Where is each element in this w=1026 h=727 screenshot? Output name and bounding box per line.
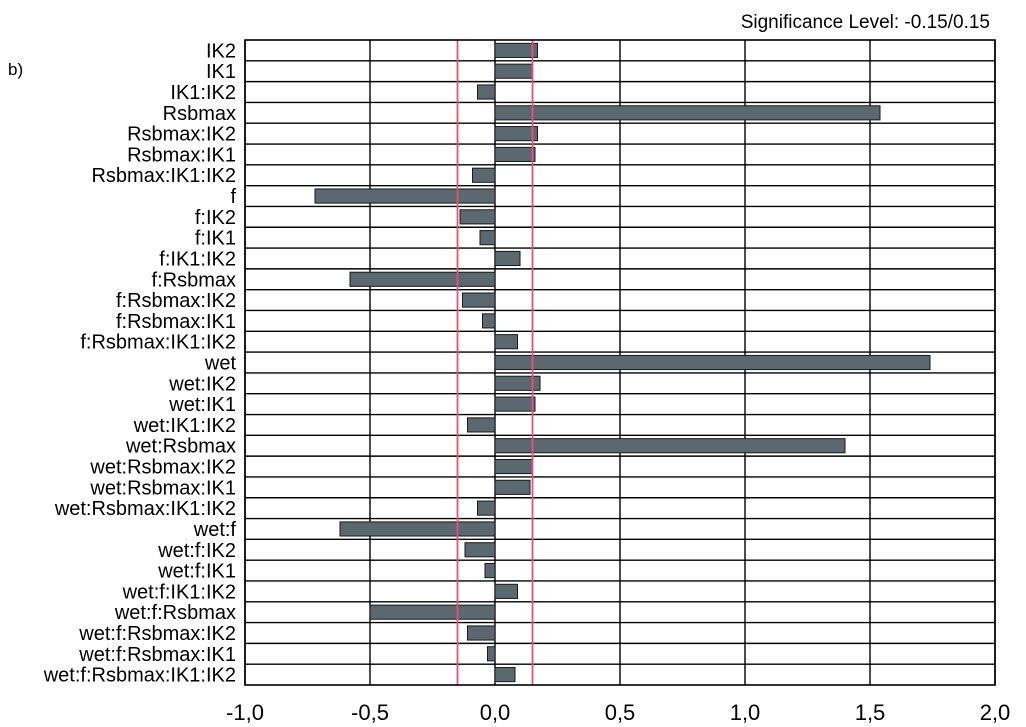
bar-rsbmax-ik1: [494, 146, 536, 163]
bar-wet-rsbmax-ik1: [494, 479, 531, 495]
category-label: f:Rsbmax:IK1: [116, 311, 236, 333]
category-labels: IK2IK1IK1:IK2RsbmaxRsbmax:IK2Rsbmax:IK1R…: [43, 40, 237, 686]
bar-ik1-ik2: [477, 84, 496, 100]
bar-wet-f-rsbmax-ik1-ik2: [494, 667, 516, 683]
x-tick-label: 1,0: [730, 700, 761, 725]
category-label: Rsbmax:IK1: [127, 144, 236, 166]
bar-wet-rsbmax-ik2: [494, 458, 533, 475]
bar-f-rsbmax-ik2: [462, 292, 496, 308]
bar-wet-f-rsbmax: [369, 604, 496, 620]
x-tick-label: 2,0: [980, 700, 1011, 725]
bar-wet-ik1-ik2: [467, 417, 496, 433]
frame-layer: [244, 39, 996, 686]
threshold-layer: [456, 40, 534, 685]
category-label: wet:f: [193, 519, 237, 541]
bar-wet-rsbmax: [494, 438, 846, 454]
category-label: IK1:IK2: [170, 82, 236, 104]
category-label: wet:IK1:IK2: [133, 415, 236, 437]
panel-label: b): [8, 60, 24, 79]
category-label: wet:IK1: [168, 394, 236, 416]
bar-f-ik1-ik2: [494, 250, 521, 267]
category-label: wet:f:Rsbmax:IK1:IK2: [43, 665, 236, 687]
bar-f-rsbmax-ik1: [482, 313, 496, 329]
category-label: wet:Rsbmax: [125, 436, 236, 458]
bar-wet: [494, 354, 931, 371]
category-label: wet:Rsbmax:IK2: [89, 457, 236, 479]
category-label: wet:f:Rsbmax: [114, 602, 236, 624]
bar-ik2: [494, 42, 538, 58]
category-label: wet:f:Rsbmax:IK2: [78, 623, 236, 645]
category-label: wet:f:IK2: [157, 540, 236, 562]
category-label: f:IK1:IK2: [159, 248, 236, 270]
x-tick-label: 0,5: [605, 700, 636, 725]
bar-f-rsbmax: [349, 271, 496, 287]
category-label: wet: [204, 353, 237, 375]
category-label: Rsbmax: [163, 103, 236, 125]
chart-title: Significance Level: -0.15/0.15: [741, 12, 990, 33]
category-label: f:IK1: [195, 228, 236, 250]
x-tick-label: -0,5: [351, 700, 389, 725]
category-label: f:Rsbmax:IK1:IK2: [80, 332, 236, 354]
bar-wet-f-rsbmax-ik2: [467, 625, 496, 641]
bar-wet-f-ik1: [484, 562, 496, 579]
plot-frame: [244, 39, 996, 686]
bar-f-ik1: [479, 230, 496, 246]
category-label: wet:IK2: [168, 373, 236, 395]
category-label: Rsbmax:IK1:IK2: [91, 165, 236, 187]
category-label: wet:f:IK1: [157, 561, 236, 583]
bar-rsbmax-ik2: [494, 126, 538, 142]
bar-wet-f-rsbmax-ik1: [487, 646, 496, 662]
category-label: Rsbmax:IK2: [127, 124, 236, 146]
x-tick-label: 1,5: [855, 700, 886, 725]
bar-wet-rsbmax-ik1-ik2: [477, 500, 496, 516]
bar-wet-ik2: [494, 375, 541, 391]
bar-f-ik2: [459, 209, 496, 225]
bar-f-rsbmax-ik1-ik2: [494, 334, 518, 350]
category-label: wet:f:Rsbmax:IK1: [78, 644, 236, 666]
category-label: f:IK2: [195, 207, 236, 229]
x-tick-label: -1,0: [226, 700, 264, 725]
bar-wet-f-ik2: [464, 542, 496, 558]
bar-wet-f-ik1-ik2: [494, 583, 518, 599]
x-tick-labels: -1,0 -0,5 0,0 0,5 1,0 1,5 2,0: [226, 700, 1010, 725]
category-label: wet:Rsbmax:IK1:IK2: [54, 498, 236, 520]
bar-ik1: [494, 63, 533, 79]
bar-wet-f: [339, 521, 496, 537]
category-label: IK1: [206, 61, 236, 83]
category-label: wet:Rsbmax:IK1: [89, 477, 236, 499]
bar-wet-ik1: [494, 396, 536, 412]
bar-rsbmax: [494, 105, 881, 121]
category-label: f:Rsbmax:IK2: [116, 290, 236, 312]
bars-layer: [314, 42, 931, 683]
category-label: f:Rsbmax: [152, 269, 236, 291]
category-label: f: [230, 186, 236, 208]
bar-f: [314, 188, 496, 204]
x-tick-label: 0,0: [480, 700, 511, 725]
category-label: IK2: [206, 40, 236, 62]
category-label: wet:f:IK1:IK2: [122, 581, 236, 603]
bar-rsbmax-ik1-ik2: [472, 167, 496, 183]
